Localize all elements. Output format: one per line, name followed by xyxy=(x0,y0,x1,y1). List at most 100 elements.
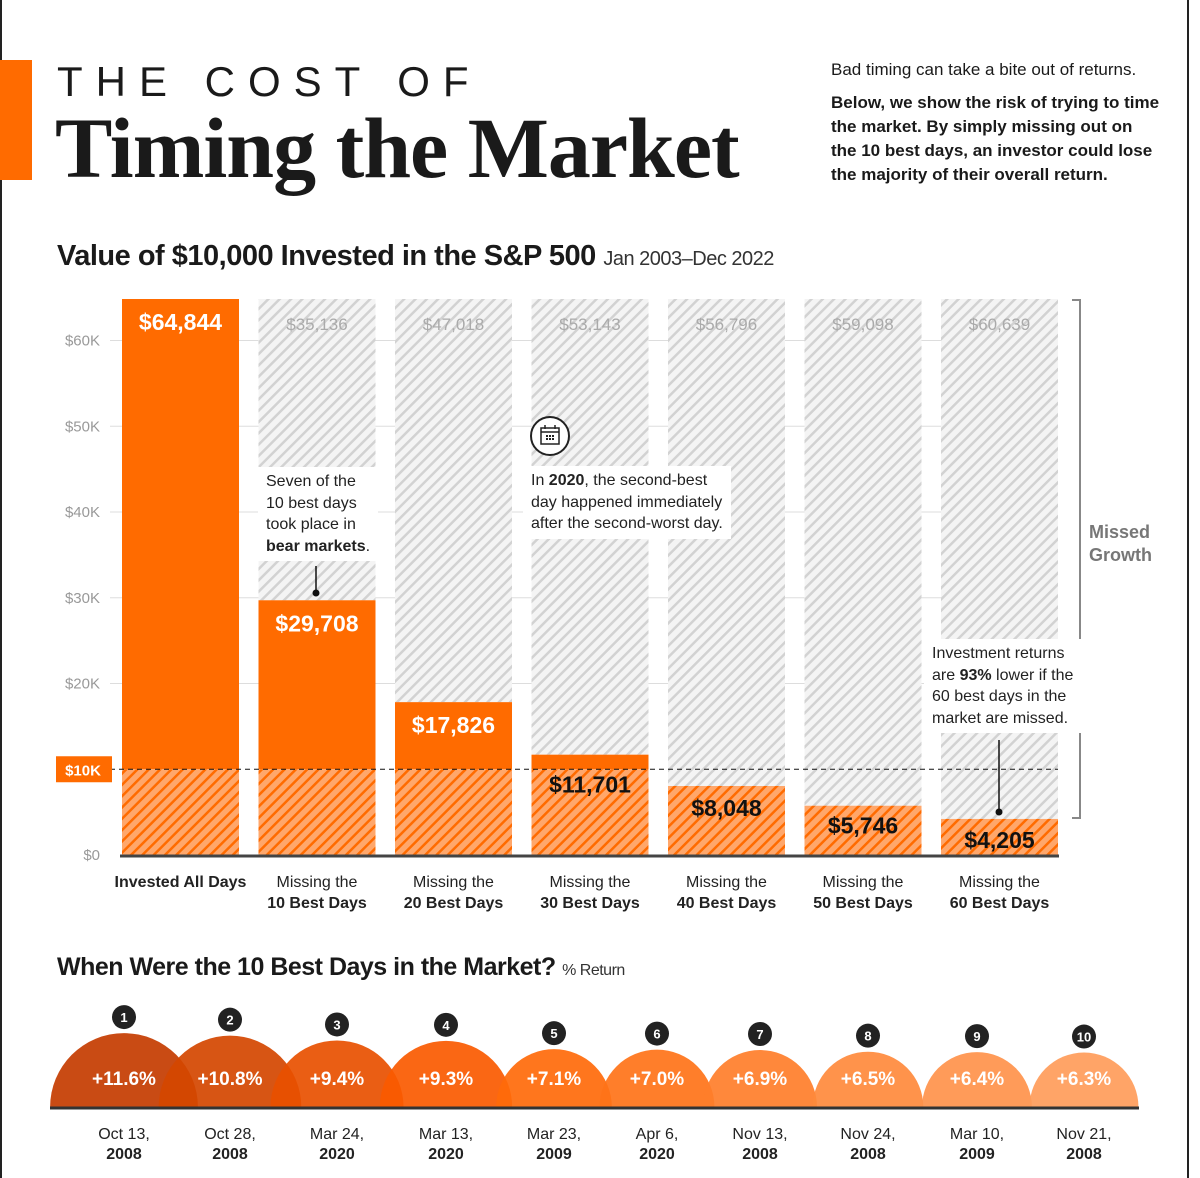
rank-badge xyxy=(1072,1024,1096,1049)
y-tick-label: $60K xyxy=(65,333,100,350)
value-label: $64,844 xyxy=(139,309,222,335)
note-bold: 93% xyxy=(959,666,992,684)
missed-growth-bar xyxy=(804,299,922,806)
value-bar-base xyxy=(258,769,376,855)
missed-growth-bracket xyxy=(1072,299,1081,819)
value-label: $5,746 xyxy=(828,813,898,839)
intro: Bad timing can take a bite out of return… xyxy=(831,58,1161,196)
year-label: 2008 xyxy=(212,1146,248,1163)
note-line: market are missed. xyxy=(932,709,1069,727)
value-bar xyxy=(122,299,239,770)
category-label: 50 Best Days xyxy=(813,895,913,912)
rank-badge xyxy=(112,1005,136,1030)
date-label: Oct 13, xyxy=(98,1126,150,1143)
return-label: +6.4% xyxy=(950,1069,1005,1090)
year-label: 2009 xyxy=(536,1146,572,1163)
y-tick-label: $0 xyxy=(83,847,100,864)
return-label: +6.3% xyxy=(1057,1069,1112,1090)
reference-badge xyxy=(56,756,112,783)
value-bar xyxy=(258,600,376,770)
return-semicircle xyxy=(496,1049,612,1107)
return-semicircle xyxy=(599,1049,715,1107)
rank-badge xyxy=(542,1021,566,1046)
annotation-bear-markets: Seven of the 10 best days took place in … xyxy=(258,467,379,561)
date-label: Nov 13, xyxy=(732,1126,787,1143)
year-label: 2008 xyxy=(850,1146,886,1163)
year-label: 2008 xyxy=(106,1146,142,1163)
rank-label: 3 xyxy=(333,1017,340,1032)
missed-growth-bar xyxy=(395,299,512,703)
rank-label: 10 xyxy=(1077,1030,1091,1045)
category-label: 40 Best Days xyxy=(677,895,777,912)
note-line: day happened immediately xyxy=(531,493,723,511)
date-label: Apr 6, xyxy=(636,1126,679,1143)
category-label: Invested All Days xyxy=(115,874,247,891)
note-text: are xyxy=(932,666,960,684)
value-label: $17,826 xyxy=(412,712,495,738)
chart-subtitle: Jan 2003–Dec 2022 xyxy=(603,248,774,270)
category-label: Missing the xyxy=(277,874,358,891)
category-label: Missing the xyxy=(413,874,494,891)
value-bar xyxy=(395,702,512,770)
date-label: Mar 24, xyxy=(310,1126,364,1143)
note-line: took place in xyxy=(266,516,356,533)
best-days-title: When Were the 10 Best Days in the Market… xyxy=(57,953,625,982)
date-label: Mar 13, xyxy=(419,1126,473,1143)
category-label: Missing the xyxy=(686,874,767,891)
category-label: 30 Best Days xyxy=(540,895,640,912)
return-semicircle xyxy=(702,1050,818,1107)
value-bar xyxy=(531,754,649,770)
missed-growth-label: $35,136 xyxy=(286,315,347,334)
best-days-title-text: When Were the 10 Best Days in the Market… xyxy=(57,953,556,981)
category-label: Missing the xyxy=(550,874,631,891)
value-bar-base xyxy=(122,769,239,855)
year-label: 2020 xyxy=(639,1146,675,1163)
rank-badge xyxy=(434,1012,458,1037)
reference-label: $10K xyxy=(65,762,101,779)
missed-growth-label: $56,796 xyxy=(696,315,757,334)
frame-left xyxy=(0,0,2,1178)
return-label: +10.8% xyxy=(198,1069,263,1090)
category-label: Missing the xyxy=(823,874,904,891)
year-label: 2020 xyxy=(319,1146,355,1163)
year-label: 2008 xyxy=(742,1146,778,1163)
category-label: 20 Best Days xyxy=(404,895,504,912)
category-label: Missing the xyxy=(959,874,1040,891)
rank-badge xyxy=(965,1024,989,1049)
note-line: after the second-worst day. xyxy=(531,515,723,532)
y-tick-label: $30K xyxy=(65,590,100,607)
y-tick-label: $20K xyxy=(65,676,100,693)
legend-label: Missed Growth xyxy=(1089,522,1152,565)
missed-growth-label: $60,639 xyxy=(969,315,1030,334)
main-title: Timing the Market xyxy=(55,100,740,196)
note-line: Investment returns xyxy=(932,645,1065,662)
annotation-2020: In 2020, the second-best day happened im… xyxy=(523,466,731,539)
rank-label: 1 xyxy=(120,1010,127,1025)
date-label: Nov 21, xyxy=(1056,1126,1111,1143)
callout-dot xyxy=(995,808,1003,816)
missed-growth-label: $47,018 xyxy=(423,315,484,334)
return-label: +11.6% xyxy=(92,1069,156,1090)
rank-badge xyxy=(325,1012,349,1037)
return-label: +7.1% xyxy=(527,1069,582,1090)
rank-label: 8 xyxy=(864,1029,871,1044)
y-tick-label: $40K xyxy=(65,504,100,521)
missed-growth-label: $59,098 xyxy=(832,315,893,334)
rank-label: 6 xyxy=(653,1027,660,1042)
rank-label: 5 xyxy=(550,1026,557,1041)
callout-dot xyxy=(312,589,320,597)
rank-label: 2 xyxy=(226,1013,233,1028)
date-label: Nov 24, xyxy=(840,1126,895,1143)
y-tick-label: $50K xyxy=(65,418,100,435)
category-label: 10 Best Days xyxy=(267,895,367,912)
year-label: 2008 xyxy=(1066,1146,1102,1163)
note-bold: bear markets xyxy=(266,537,366,555)
return-label: +6.5% xyxy=(841,1069,896,1090)
value-bar xyxy=(941,818,1058,855)
value-bar-base xyxy=(531,769,649,855)
value-label: $8,048 xyxy=(691,795,762,821)
annotation-93-percent: Investment returns are 93% lower if the … xyxy=(924,639,1082,733)
intro-line: Bad timing can take a bite out of return… xyxy=(831,60,1137,79)
return-semicircle xyxy=(1029,1052,1139,1107)
return-semicircle xyxy=(158,1035,302,1107)
